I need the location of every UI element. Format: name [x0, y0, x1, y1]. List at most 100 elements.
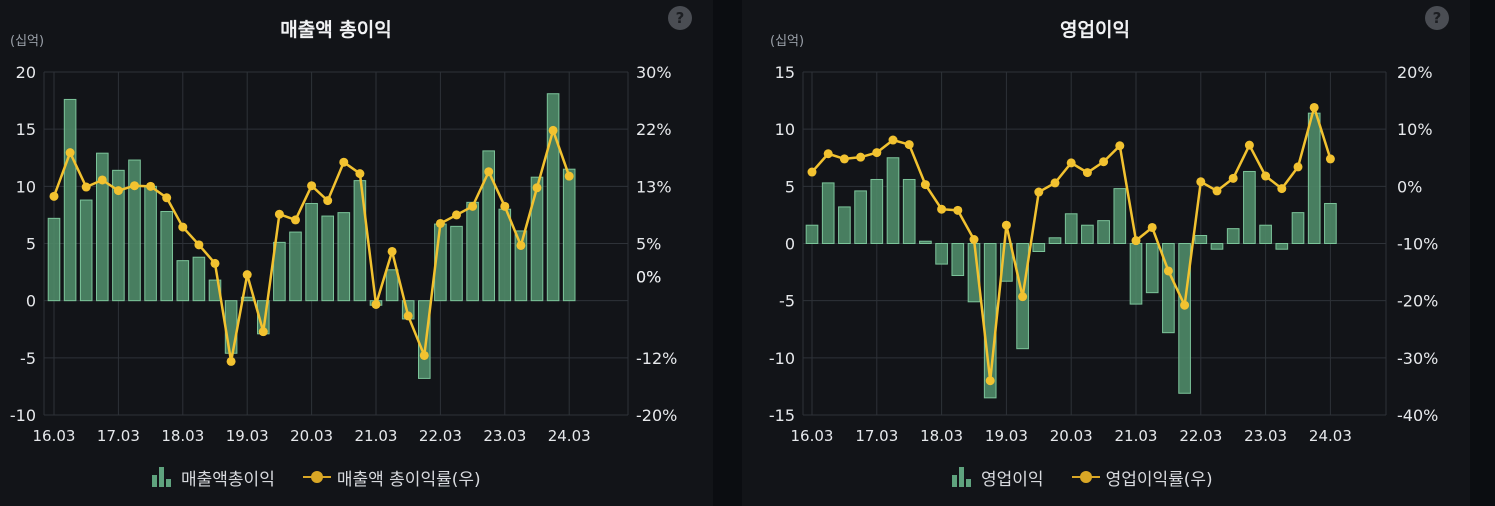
- bar: [1211, 244, 1223, 250]
- bar: [177, 261, 189, 301]
- legend-item-operating-margin[interactable]: 영업이익률(우): [1072, 465, 1213, 490]
- margin-point: [66, 148, 75, 157]
- bar: [1292, 213, 1304, 244]
- margin-point: [549, 126, 558, 135]
- margin-point: [1245, 141, 1254, 150]
- margin-point: [372, 300, 381, 309]
- y2-tick-label: -20%: [1397, 292, 1438, 311]
- operating-profit-chart: 영업이익(십억)151050-5-10-1520%10%0%-10%-20%-3…: [742, 0, 1470, 460]
- margin-point: [1148, 223, 1157, 232]
- bar: [887, 158, 899, 244]
- legend-item-gross-margin[interactable]: 매출액 총이익률(우): [303, 465, 481, 490]
- bar: [1082, 225, 1094, 243]
- bar-chart-icon: [952, 467, 973, 487]
- legend-label: 영업이익률(우): [1106, 465, 1213, 490]
- legend-item-operating-profit[interactable]: 영업이익: [952, 465, 1044, 490]
- legend: 영업이익 영업이익률(우): [952, 462, 1213, 492]
- y-tick-label: 0: [26, 292, 36, 311]
- legend-label: 매출액총이익: [181, 465, 275, 490]
- margin-point: [178, 223, 187, 232]
- bar: [145, 186, 157, 300]
- x-tick-label: 23.03: [483, 427, 526, 445]
- margin-point: [484, 167, 493, 176]
- unit-label: (십억): [770, 34, 804, 49]
- line-dot-icon: [303, 467, 331, 487]
- margin-point: [1180, 301, 1189, 310]
- bar: [1049, 238, 1061, 244]
- x-tick-label: 24.03: [1309, 427, 1352, 445]
- margin-point: [388, 247, 397, 256]
- margin-point: [1051, 178, 1060, 187]
- margin-point: [291, 215, 300, 224]
- margin-point: [1196, 177, 1205, 186]
- y2-tick-label: 13%: [636, 177, 672, 196]
- x-tick-label: 20.03: [290, 427, 333, 445]
- bar: [306, 203, 318, 300]
- bar: [1260, 225, 1272, 243]
- x-tick-label: 16.03: [791, 427, 834, 445]
- y-tick-label: -5: [20, 349, 36, 368]
- x-tick-label: 18.03: [920, 427, 963, 445]
- gross-profit-panel: ? 매출액 총이익 (십억) 20 15 10 5 0 -5 -10 30% 22% 13% 5% 0% -…: [0, 0, 713, 506]
- y2-tick-label: 10%: [1397, 120, 1433, 139]
- x-tick-label: 19.03: [985, 427, 1028, 445]
- bar: [1033, 244, 1045, 252]
- margin-point: [420, 351, 429, 360]
- margin-point: [533, 183, 542, 192]
- legend: 매출액총이익 매출액 총이익률(우): [152, 462, 481, 492]
- bar: [871, 179, 883, 243]
- x-tick-label: 21.03: [355, 427, 398, 445]
- y2-tick-label: 22%: [636, 120, 672, 139]
- margin-point: [1229, 174, 1238, 183]
- bar: [855, 191, 867, 244]
- bar: [97, 153, 109, 300]
- y-tick-label: -10: [769, 349, 795, 368]
- bar: [48, 218, 60, 300]
- y2-tick-label: 30%: [636, 63, 672, 82]
- bar: [903, 179, 915, 243]
- margin-point: [355, 169, 364, 178]
- margin-point: [162, 193, 171, 202]
- margin-point: [468, 202, 477, 211]
- y-tick-label: 20: [16, 63, 36, 82]
- x-tick-label: 22.03: [419, 427, 462, 445]
- operating-profit-panel: ? 영업이익 (십억) 15 10 5 0 -5 -10 -15 20% 10% 0% -10% -20%…: [742, 0, 1470, 506]
- margin-point: [921, 180, 930, 189]
- y2-tick-label: -30%: [1397, 349, 1438, 368]
- margin-point: [194, 240, 203, 249]
- margin-point: [1067, 158, 1076, 167]
- chart-title: 매출액 총이익: [280, 19, 392, 41]
- margin-point: [323, 196, 332, 205]
- y-tick-label: -10: [10, 406, 36, 425]
- y-tick-label: 5: [26, 235, 36, 254]
- bar: [161, 211, 173, 300]
- y2-tick-label: -20%: [636, 406, 677, 425]
- y-tick-label: 15: [16, 120, 36, 139]
- margin-point: [404, 311, 413, 320]
- margin-point: [50, 192, 59, 201]
- bar: [936, 244, 948, 265]
- unit-label: (십억): [10, 34, 44, 49]
- y2-tick-label: 0%: [1397, 177, 1422, 196]
- margin-point: [856, 153, 865, 162]
- bar: [322, 216, 334, 301]
- x-tick-label: 17.03: [97, 427, 140, 445]
- legend-item-gross-profit[interactable]: 매출액총이익: [152, 465, 275, 490]
- bar: [386, 270, 398, 301]
- bar: [338, 213, 350, 301]
- x-tick-label: 19.03: [226, 427, 269, 445]
- margin-point: [808, 168, 817, 177]
- bar: [1195, 235, 1207, 243]
- margin-point: [1115, 141, 1124, 150]
- bar: [839, 207, 851, 244]
- margin-point: [1277, 184, 1286, 193]
- bar: [499, 209, 511, 300]
- x-tick-label: 17.03: [855, 427, 898, 445]
- margin-point: [339, 158, 348, 167]
- margin-point: [1034, 188, 1043, 197]
- margin-point: [259, 327, 268, 336]
- margin-point: [1294, 162, 1303, 171]
- bar: [451, 226, 463, 300]
- margin-point: [275, 210, 284, 219]
- bar: [822, 183, 834, 244]
